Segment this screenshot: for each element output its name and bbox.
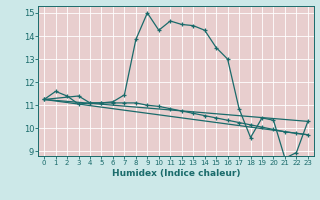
X-axis label: Humidex (Indice chaleur): Humidex (Indice chaleur) [112,169,240,178]
